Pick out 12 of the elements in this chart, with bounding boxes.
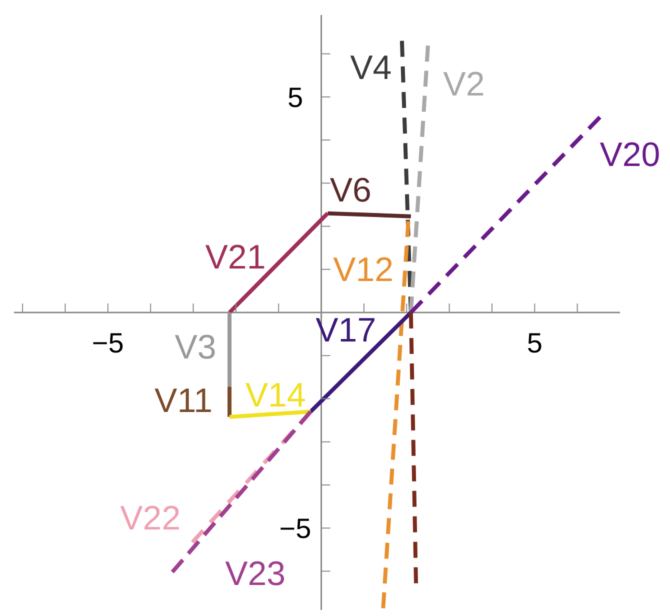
series-label: V4 bbox=[350, 48, 392, 87]
series-label: V20 bbox=[600, 136, 660, 174]
series-label: V3 bbox=[174, 328, 216, 367]
series-label: V17 bbox=[316, 312, 376, 350]
series-label: V6 bbox=[330, 171, 372, 210]
series-label: V11 bbox=[154, 382, 213, 420]
series-label: V12 bbox=[333, 251, 394, 290]
series-label: V14 bbox=[245, 376, 306, 415]
series-label: V23 bbox=[225, 555, 286, 594]
series-label: V21 bbox=[205, 238, 266, 276]
series-label: V2 bbox=[443, 66, 485, 104]
series-label: V22 bbox=[120, 499, 181, 538]
